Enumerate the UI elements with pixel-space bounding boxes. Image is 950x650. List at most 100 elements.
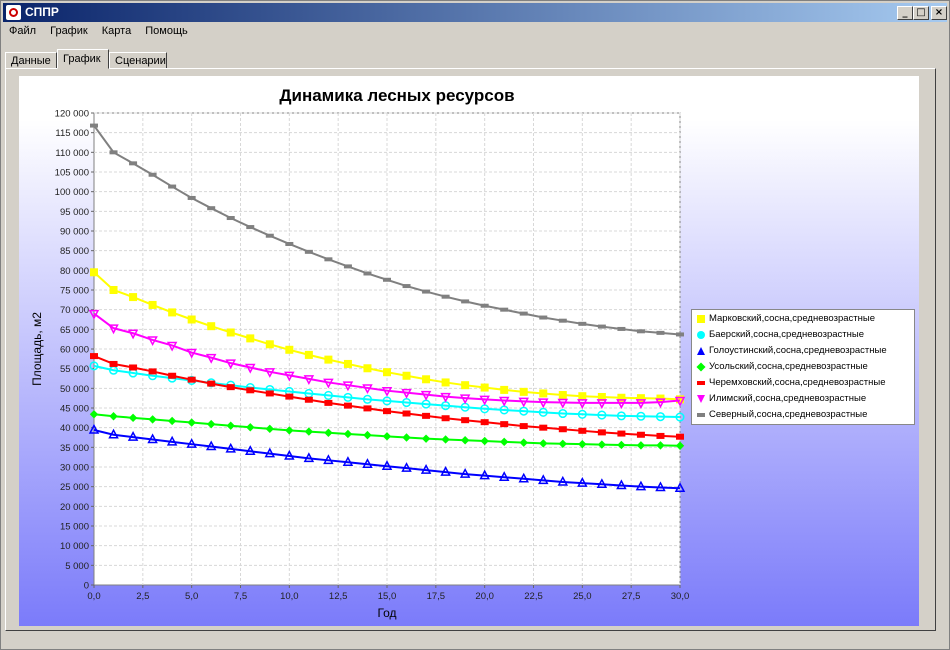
data-point <box>381 386 393 397</box>
x-tick-label: 17,5 <box>427 591 446 602</box>
menu-file[interactable]: Файл <box>9 25 37 37</box>
data-point <box>519 311 528 316</box>
chart-area: Динамика лесных ресурсов 0 5 000 10 000 15 0… <box>19 76 919 626</box>
data-point <box>401 388 412 399</box>
data-point <box>284 371 295 382</box>
data-point <box>578 427 587 434</box>
data-point <box>441 378 450 387</box>
chart-legend: Марковский,сосна,средневозрастные Баерски… <box>691 309 915 425</box>
data-point <box>675 412 685 422</box>
data-point <box>89 410 99 419</box>
y-tick-label: 95 000 <box>60 207 89 218</box>
menu-chart[interactable]: График <box>50 25 88 37</box>
y-tick-label: 35 000 <box>60 443 89 454</box>
data-point <box>108 428 119 439</box>
minimize-button[interactable]: _ <box>897 6 913 20</box>
data-point <box>635 480 647 491</box>
data-point <box>90 123 98 128</box>
data-point <box>129 293 138 302</box>
data-point <box>226 384 235 391</box>
series-line-5 <box>93 312 681 404</box>
data-point <box>519 423 528 430</box>
data-point <box>440 392 451 403</box>
data-point <box>498 396 510 407</box>
data-point <box>597 440 607 449</box>
y-tick-label: 30 000 <box>60 463 89 474</box>
data-point <box>304 427 314 436</box>
data-point <box>597 429 606 436</box>
data-point <box>246 387 255 394</box>
data-point <box>500 385 509 394</box>
data-point <box>636 441 646 450</box>
data-point <box>129 364 138 371</box>
data-point <box>441 415 450 422</box>
legend-label: Голоустинский,сосна,средневозрастные <box>709 345 887 356</box>
y-tick-label: 60 000 <box>60 345 89 356</box>
data-point <box>90 353 98 360</box>
x-tick-label: 30,0 <box>671 591 690 602</box>
data-point <box>617 440 626 450</box>
tab-scenarios[interactable]: Сценарии <box>109 52 167 69</box>
legend-swatch-icon <box>697 381 705 385</box>
tab-chart[interactable]: График <box>57 49 109 69</box>
y-tick-label: 15 000 <box>60 522 89 533</box>
data-point <box>343 392 353 402</box>
y-tick-label: 0 <box>84 581 89 592</box>
data-point <box>500 307 509 312</box>
line-chart: Динамика лесных ресурсов 0 5 000 10 000 15 0… <box>30 86 690 620</box>
data-point <box>109 412 118 421</box>
legend-swatch-icon <box>697 395 705 403</box>
data-point <box>420 390 432 401</box>
data-point <box>342 381 354 392</box>
data-point <box>303 375 315 385</box>
menu-help[interactable]: Помощь <box>145 25 188 37</box>
data-point <box>597 410 607 420</box>
data-point <box>538 474 549 485</box>
data-point <box>382 432 392 441</box>
y-tick-label: 5 000 <box>65 561 89 572</box>
data-point <box>265 424 275 434</box>
x-tick-label: 22,5 <box>524 591 543 602</box>
data-point <box>519 387 528 396</box>
data-point <box>168 372 177 379</box>
series-line-2 <box>93 429 681 490</box>
data-point <box>616 399 627 409</box>
data-point <box>596 399 608 409</box>
legend-label: Черемховский,сосна,средневозрастные <box>709 377 886 388</box>
data-point <box>441 435 450 444</box>
data-point <box>363 271 372 276</box>
data-point <box>402 433 411 442</box>
data-point <box>402 410 411 417</box>
data-point <box>206 419 216 429</box>
maximize-button[interactable]: □ <box>913 6 929 20</box>
data-point <box>674 482 686 492</box>
data-point <box>420 464 432 474</box>
data-point <box>207 322 216 331</box>
y-tick-label: 45 000 <box>60 404 89 415</box>
data-point <box>324 428 333 437</box>
legend-swatch-icon <box>697 315 705 323</box>
data-point <box>675 441 685 450</box>
data-point <box>422 375 431 384</box>
data-point <box>422 412 431 419</box>
data-point <box>381 460 393 470</box>
data-point <box>148 172 157 177</box>
data-point <box>148 368 157 375</box>
y-tick-label: 20 000 <box>60 502 89 513</box>
tab-data[interactable]: Данные <box>5 52 57 69</box>
data-point <box>226 421 235 430</box>
close-button[interactable]: × <box>931 6 947 20</box>
data-point <box>264 368 276 378</box>
data-point <box>480 419 489 426</box>
data-point <box>655 481 666 492</box>
title-bar[interactable]: СППР _ □ × <box>3 3 947 22</box>
data-point <box>479 395 490 406</box>
data-point <box>558 391 567 400</box>
legend-swatch-icon <box>697 347 705 355</box>
menu-map[interactable]: Карта <box>101 25 132 37</box>
y-tick-label: 65 000 <box>60 325 89 336</box>
y-tick-label: 10 000 <box>60 541 89 552</box>
data-point <box>245 445 256 456</box>
data-point <box>225 442 236 453</box>
menu-bar: Файл График Карта Помощь <box>3 23 947 41</box>
